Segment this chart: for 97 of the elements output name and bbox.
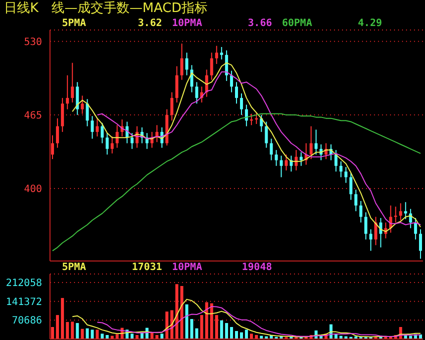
bar — [205, 302, 208, 339]
candlestick — [66, 74, 69, 110]
candlestick — [110, 136, 114, 154]
bar — [200, 315, 204, 339]
bar — [165, 312, 168, 339]
candlestick — [314, 129, 318, 156]
bar — [70, 322, 74, 339]
candlestick — [86, 98, 89, 127]
y-tick-label: 400 — [24, 184, 42, 196]
y-tick-label: 141372 — [6, 296, 42, 308]
candlestick — [70, 62, 74, 103]
bar — [240, 332, 243, 339]
candlestick — [175, 66, 178, 103]
candlestick — [310, 126, 313, 160]
candlestick — [215, 45, 218, 64]
bar — [56, 315, 59, 339]
bar — [180, 286, 184, 339]
text: 5PMA — [62, 18, 86, 29]
candlestick — [274, 150, 278, 166]
bar — [244, 330, 248, 339]
bar — [235, 331, 238, 339]
candlestick — [235, 82, 238, 104]
bar — [90, 330, 94, 339]
candlestick — [260, 114, 263, 132]
line-series — [72, 298, 422, 338]
y-tick-label: 465 — [24, 110, 42, 122]
text: 5PMA — [62, 262, 86, 273]
bar — [130, 334, 134, 339]
bar — [225, 323, 228, 339]
candlestick — [190, 64, 194, 93]
text: 60PMA — [282, 18, 312, 29]
bar — [220, 320, 224, 339]
text: 17031 — [132, 262, 162, 273]
candlestick — [100, 122, 104, 144]
text: 10PMA — [172, 18, 202, 29]
candlestick — [419, 228, 422, 260]
candlestick — [270, 138, 273, 161]
text: 19048 — [242, 262, 272, 273]
candlestick — [106, 132, 109, 156]
bar — [80, 328, 84, 339]
y-tick-label: 530 — [24, 36, 42, 48]
candlestick — [225, 50, 228, 82]
candlestick — [96, 118, 99, 137]
candlestick — [339, 160, 342, 178]
text: 3.62 — [138, 18, 162, 29]
candlestick — [56, 118, 59, 148]
candlestick — [50, 134, 54, 160]
bar — [210, 303, 214, 339]
line-series — [96, 306, 422, 338]
bar — [215, 315, 218, 339]
bar — [86, 328, 89, 339]
bar — [50, 327, 54, 339]
candlestick — [334, 150, 338, 172]
text: 10PMA — [172, 262, 202, 273]
candlestick — [284, 154, 288, 171]
candlestick — [76, 82, 79, 116]
candlestick — [264, 121, 268, 148]
candlestick — [195, 82, 198, 104]
bar — [96, 330, 99, 339]
bar — [66, 322, 69, 339]
bar — [175, 284, 178, 339]
candlestick — [210, 52, 214, 80]
candlestick — [359, 200, 362, 223]
candlestick — [180, 43, 184, 80]
candlestick — [374, 216, 378, 246]
candlestick — [354, 189, 358, 212]
chart-title: 日线K 线—成交手数—MACD指标 — [3, 0, 208, 18]
y-tick-label: 212058 — [6, 278, 42, 290]
bar — [60, 298, 64, 339]
bar — [100, 334, 104, 339]
candlestick — [80, 95, 84, 114]
bar — [76, 323, 79, 339]
candlestick — [394, 206, 398, 223]
candlestick — [364, 212, 368, 240]
candlestick — [349, 172, 352, 200]
candlestick — [170, 92, 174, 122]
candlestick — [220, 46, 224, 60]
candlestick — [90, 116, 94, 140]
candlestick — [414, 217, 418, 240]
candlestick — [280, 155, 283, 178]
candlestick — [369, 228, 372, 252]
bar — [230, 327, 234, 339]
text: 3.66 — [248, 18, 272, 29]
candlestick — [399, 202, 402, 221]
bar — [116, 334, 119, 339]
y-tick-label: 70686 — [12, 316, 42, 327]
text: 4.29 — [358, 18, 382, 29]
candlestick — [344, 166, 348, 184]
candlestick — [60, 97, 64, 132]
candlestick — [130, 132, 134, 150]
candlestick — [230, 70, 234, 93]
candlestick — [240, 92, 243, 116]
bar — [250, 334, 253, 339]
candlestick — [185, 52, 188, 76]
bar — [195, 328, 198, 339]
bar — [160, 334, 164, 339]
candlestick — [404, 202, 408, 220]
